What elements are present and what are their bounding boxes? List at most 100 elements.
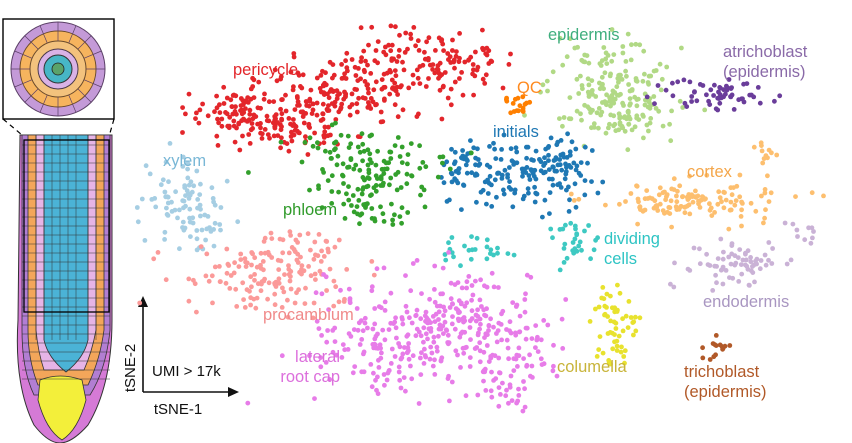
cell-point-dividing (446, 240, 451, 246)
cell-point-pericycle (471, 92, 476, 98)
cell-point-pericycle (231, 118, 237, 124)
cell-point-procambium (326, 249, 331, 255)
cell-point-lateral-root-cap (447, 398, 452, 404)
cell-point-initials (571, 160, 577, 166)
cell-point-pericycle (394, 59, 400, 64)
cell-point-pericycle (361, 48, 367, 54)
cell-point-pericycle (403, 30, 409, 36)
cell-point-phloem (321, 170, 326, 175)
cell-point-dividing (474, 235, 480, 241)
cluster-label-endodermis: endodermis (703, 293, 789, 311)
cell-point-procambium (317, 268, 323, 274)
cell-point-pericycle (295, 95, 300, 101)
cell-point-cortex (712, 210, 717, 215)
cell-point-phloem (387, 182, 392, 188)
cell-point-lateral-root-cap (515, 364, 520, 369)
cell-point-lateral-root-cap (469, 297, 474, 303)
cell-point-epidermis (560, 123, 565, 129)
cell-point-columella (615, 282, 620, 288)
cell-point-lateral-root-cap (401, 375, 407, 380)
cell-point-epidermis (522, 112, 527, 118)
cell-point-cortex (656, 192, 662, 198)
cell-point-columella (623, 313, 629, 319)
cell-point-lateral-root-cap (467, 364, 473, 369)
cell-point-procambium (236, 264, 242, 269)
cell-point-phloem (418, 192, 423, 198)
cell-point-procambium (311, 256, 317, 262)
cell-point-pericycle (483, 72, 489, 78)
cell-point-pericycle (437, 87, 443, 93)
cell-point-xylem (183, 203, 188, 209)
cell-point-pericycle (365, 62, 370, 68)
cell-point-cortex (697, 205, 703, 210)
cell-point-xylem (190, 220, 196, 226)
cell-point-initials (560, 151, 566, 157)
cell-point-procambium (306, 264, 311, 269)
cell-point-lateral-root-cap (473, 318, 479, 324)
cell-point-cortex (766, 199, 772, 205)
cell-point-initials (524, 165, 530, 170)
cell-point-cortex (628, 191, 634, 196)
cell-point-lateral-root-cap (430, 314, 436, 319)
cell-point-pericycle (452, 65, 457, 71)
cell-point-lateral-root-cap (429, 350, 435, 356)
cell-point-phloem (362, 177, 367, 183)
cell-point-lateral-root-cap (432, 299, 438, 305)
cell-point-initials (531, 158, 536, 163)
cell-point-endodermis (726, 254, 732, 260)
cell-point-epidermis (599, 109, 605, 115)
cell-point-lateral-root-cap (369, 384, 375, 390)
cell-point-atrichoblast (721, 87, 727, 93)
cell-point-pericycle (374, 102, 379, 107)
cell-point-pericycle (389, 42, 395, 48)
cell-point-initials (565, 131, 570, 137)
cell-point-phloem (323, 148, 328, 154)
cell-point-cortex (793, 194, 798, 200)
cell-point-cortex (774, 152, 780, 158)
cell-point-lateral-root-cap (356, 320, 362, 326)
cell-point-procambium (252, 255, 258, 261)
cell-point-epidermis (572, 45, 578, 51)
cell-point-initials (534, 191, 540, 197)
cell-point-cortex (768, 190, 774, 196)
cell-point-procambium (217, 264, 222, 269)
cell-point-initials (548, 135, 554, 141)
cell-point-pericycle (250, 84, 256, 89)
cell-point-cortex (682, 210, 688, 216)
cell-point-pericycle (196, 120, 202, 126)
cell-point-pericycle (320, 68, 325, 74)
cell-point-epidermis (613, 128, 619, 134)
cell-point-pericycle (344, 65, 350, 71)
cell-point-pericycle (258, 125, 263, 131)
cell-point-lateral-root-cap (515, 398, 521, 404)
cell-point-endodermis (721, 249, 726, 255)
cell-point-lateral-root-cap (550, 368, 556, 374)
cell-point-pericycle (470, 62, 476, 67)
cell-point-phloem (307, 187, 312, 193)
cell-point-initials (473, 162, 478, 168)
cell-point-lateral-root-cap (529, 336, 535, 341)
cell-point-phloem (408, 141, 414, 147)
cell-point-xylem (166, 179, 171, 185)
cell-point-epidermis (574, 108, 580, 114)
cell-point-endodermis (718, 267, 724, 273)
cell-point-pericycle (486, 61, 492, 66)
cell-point-epidermis (622, 128, 628, 134)
cell-point-cortex (732, 202, 738, 208)
cell-point-phloem (357, 149, 363, 155)
cell-point-epidermis (634, 103, 640, 109)
cell-point-lateral-root-cap (530, 375, 535, 380)
cell-point-initials (524, 155, 529, 161)
cell-point-pericycle (262, 126, 268, 132)
cell-point-cortex (654, 204, 660, 210)
cell-point-initials (533, 176, 539, 182)
cell-point-initials (566, 184, 571, 190)
cell-point-procambium (313, 277, 318, 282)
cell-point-phloem (395, 169, 401, 175)
cell-point-initials (444, 159, 450, 165)
cell-point-columella (620, 328, 626, 334)
cell-point-pericycle (314, 112, 320, 118)
cell-point-initials (546, 152, 551, 158)
cell-point-lateral-root-cap (486, 323, 492, 328)
cell-point-initials (513, 145, 519, 151)
